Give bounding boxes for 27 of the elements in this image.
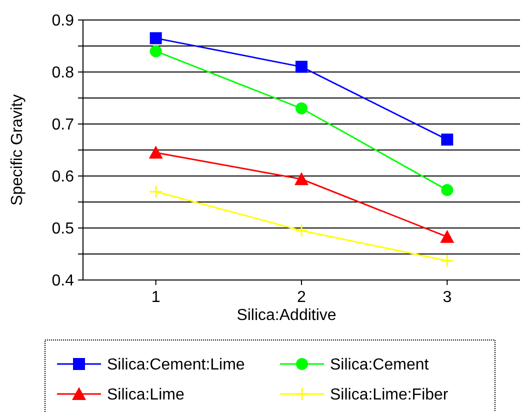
- y-axis-title: Specific Gravity: [9, 94, 26, 206]
- y-tick-label: 0.7: [52, 116, 74, 134]
- y-tick-label: 0.4: [52, 272, 74, 290]
- y-tick-label: 0.9: [52, 12, 74, 30]
- y-tick-label: 0.8: [52, 64, 74, 82]
- legend-label: Silica:Cement:Lime: [107, 356, 245, 374]
- y-tick-label: 0.6: [52, 168, 74, 186]
- y-tick-label: 0.5: [52, 220, 74, 238]
- legend-label: Silica:Lime: [107, 386, 184, 404]
- point: [150, 32, 162, 44]
- x-axis-title: Silica:Additive: [236, 307, 336, 324]
- point: [150, 45, 162, 58]
- point: [440, 230, 454, 243]
- point: [441, 184, 454, 196]
- point: [441, 134, 454, 146]
- x-tick-label: 3: [442, 289, 452, 306]
- legend-label: Silica:Lime:Fiber: [330, 386, 449, 404]
- legend-label: Silica:Cement: [330, 356, 430, 374]
- point: [149, 184, 163, 198]
- point: [440, 254, 454, 268]
- point: [148, 146, 163, 159]
- point: [296, 102, 308, 114]
- point: [294, 224, 308, 238]
- point: [294, 172, 308, 186]
- x-tick-label: 2: [297, 289, 306, 306]
- point: [296, 60, 308, 73]
- x-tick-label: 1: [151, 289, 160, 306]
